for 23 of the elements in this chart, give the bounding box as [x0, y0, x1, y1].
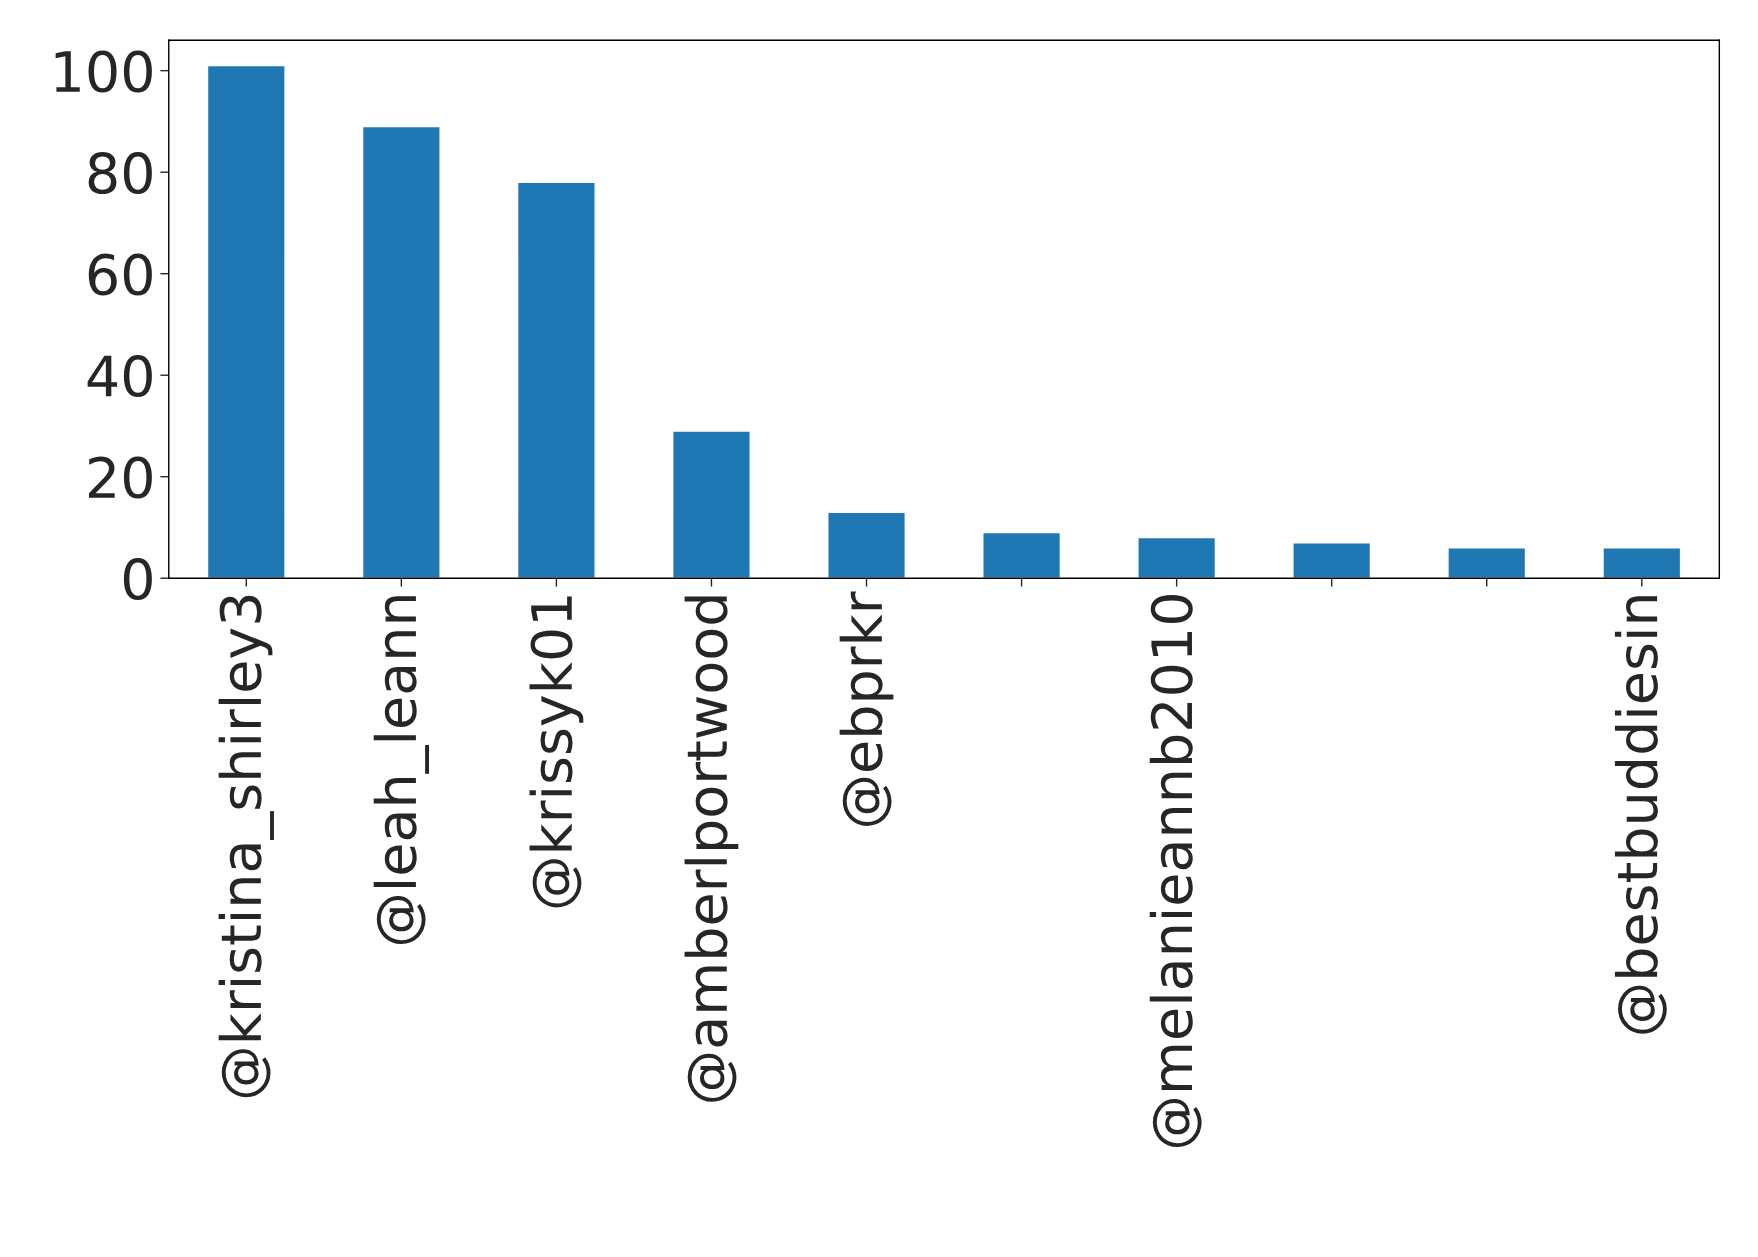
- x-tick-label: @amberlportwood: [684, 596, 739, 1102]
- bar: [1292, 541, 1372, 579]
- y-tick-label: 0: [123, 558, 152, 601]
- y-tick-label: 80: [88, 152, 152, 195]
- y-tick-label: 60: [88, 253, 152, 296]
- y-tick-label: 100: [55, 50, 152, 93]
- bar: [516, 181, 596, 579]
- x-tick-label: @ebprkr: [839, 591, 894, 826]
- bar: [1137, 536, 1217, 579]
- x-tick-label: @leah_leann: [373, 596, 430, 945]
- bar: [982, 531, 1062, 579]
- y-tick-label: 20: [88, 456, 152, 499]
- y-tick-label: 40: [87, 355, 152, 398]
- x-tick-label: @krissyk01: [529, 596, 584, 908]
- bar: [1602, 547, 1682, 579]
- bar: [672, 430, 751, 579]
- x-tick-label: @bestbuddiesin: [1614, 596, 1667, 1034]
- bar: [827, 511, 906, 579]
- x-tick-label: @kristina_shirley3: [218, 595, 274, 1098]
- bar: [1447, 547, 1527, 579]
- bar: [361, 125, 441, 579]
- bar: [206, 64, 286, 579]
- x-tick-label: @melanieannb2010: [1149, 595, 1202, 1148]
